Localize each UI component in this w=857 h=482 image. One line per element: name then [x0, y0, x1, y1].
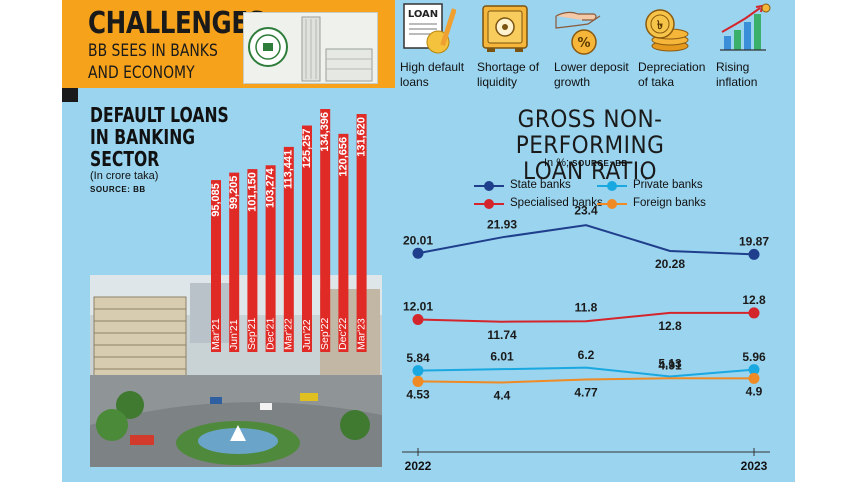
line-chart-source: SOURCE: BB — [572, 159, 628, 168]
bar-value-label: 125,257 — [301, 129, 313, 169]
data-label: 11.74 — [487, 328, 517, 342]
line-chart-unit: In %; SOURCE: BB — [544, 157, 628, 169]
bar-value-label: 113,441 — [283, 150, 295, 189]
bangladesh-bank-illustration — [248, 16, 373, 82]
default-loan-bar — [265, 165, 276, 352]
default-loan-bar — [338, 133, 349, 352]
low-building-icon — [325, 48, 373, 82]
series-line-state-banks — [417, 224, 755, 256]
series-line-private-banks — [417, 366, 755, 378]
hand-coin-icon: % — [555, 11, 601, 55]
default-loan-bar — [229, 172, 240, 352]
taka-coins-icon: ৳ — [645, 9, 689, 52]
x-axis-end-label: 2023 — [741, 459, 768, 473]
series-point — [748, 307, 760, 319]
rising-bars-icon — [720, 3, 771, 51]
data-label: 12.01 — [403, 300, 433, 314]
series-point — [748, 248, 760, 260]
data-label: 6.01 — [490, 349, 514, 363]
bar-value-label: 120,656 — [337, 137, 349, 177]
svg-text:%: % — [577, 36, 590, 51]
bar-value-label: 95,085 — [210, 183, 222, 217]
challenge-label: Depreciation of taka — [638, 60, 706, 89]
header-title: CHALLENGES — [88, 6, 266, 41]
data-label: 12.8 — [742, 293, 766, 307]
bar-chart-title: DEFAULT LOANS IN BANKING SECTOR — [90, 103, 229, 171]
bar-value-label: 134,396 — [319, 112, 331, 152]
data-label: 6.2 — [578, 348, 595, 362]
series-line-specialised-banks — [417, 311, 754, 323]
header-accent — [62, 88, 78, 102]
data-label: 20.01 — [403, 233, 433, 247]
data-label: 4.4 — [494, 389, 511, 403]
data-label: 5.13 — [658, 357, 682, 371]
data-label: 21.93 — [487, 217, 517, 231]
data-label: 11.8 — [575, 300, 598, 314]
header-subtitle: BB SEES IN BANKS AND ECONOMY — [88, 40, 218, 84]
bar-category-label: Sep'21 — [246, 317, 258, 350]
default-loan-bar — [247, 169, 258, 352]
bar-value-label: 101,150 — [246, 172, 258, 212]
x-axis-start-label: 2022 — [405, 459, 432, 473]
default-loan-bar — [302, 125, 312, 352]
series-point — [412, 313, 424, 325]
series-point — [748, 372, 760, 384]
series-point — [748, 364, 760, 376]
data-label: 23.4 — [574, 203, 598, 217]
data-label: 12.8 — [658, 319, 682, 333]
safe-vault-icon — [482, 5, 528, 52]
default-loan-bar — [283, 146, 294, 352]
data-label: 4.9 — [746, 385, 763, 399]
header-subtitle-line-1: BB SEES IN BANKS — [88, 41, 218, 61]
header-subtitle-line-2: AND ECONOMY — [88, 63, 195, 83]
series-point — [412, 375, 424, 387]
bangladesh-bank-photo — [243, 12, 378, 84]
bar-chart-unit: (In crore taka) — [90, 170, 159, 182]
challenge-label: Lower deposit growth — [554, 60, 629, 89]
bar-category-label: Mar'22 — [283, 318, 295, 350]
challenge-label: Shortage of liquidity — [477, 60, 540, 89]
bar-category-label: Sep'22 — [319, 317, 331, 350]
line-chart-title: GROSS NON-PERFORMING LOAN RATIO — [515, 105, 665, 185]
bar-value-label: 99,205 — [228, 176, 240, 210]
bar-category-label: Mar'21 — [210, 318, 222, 350]
data-label: 20.28 — [655, 257, 685, 271]
challenge-label: High default loans — [400, 60, 465, 89]
bar-value-label: 103,274 — [265, 167, 277, 208]
series-point — [412, 365, 424, 377]
loan-icon-text: LOAN — [408, 9, 438, 20]
data-label: 4.53 — [406, 388, 430, 402]
challenge-label: Rising inflation — [716, 60, 758, 89]
default-loan-bar — [356, 114, 367, 352]
series-point — [412, 247, 424, 259]
data-label: 4.91 — [658, 358, 682, 372]
bar-category-label: Jun'21 — [228, 319, 240, 350]
bar-category-label: Mar'23 — [355, 318, 367, 350]
bar-category-label: Dec'21 — [264, 317, 276, 350]
data-label: 4.77 — [574, 386, 598, 400]
bar-value-label: 131,620 — [356, 117, 368, 157]
bar-chart-source: SOURCE: BB — [90, 185, 146, 194]
svg-text:৳: ৳ — [657, 18, 663, 32]
data-label: 5.84 — [406, 351, 430, 365]
bar-category-label: Jun'22 — [301, 319, 313, 350]
default-loan-bar — [211, 180, 221, 352]
series-line-foreign-banks — [417, 377, 755, 384]
data-label: 19.87 — [739, 235, 769, 249]
bar-category-label: Dec'22 — [337, 317, 349, 350]
default-loan-bar — [320, 109, 331, 352]
loan-document-icon: LOAN — [403, 3, 456, 54]
data-label: 5.96 — [742, 350, 766, 364]
